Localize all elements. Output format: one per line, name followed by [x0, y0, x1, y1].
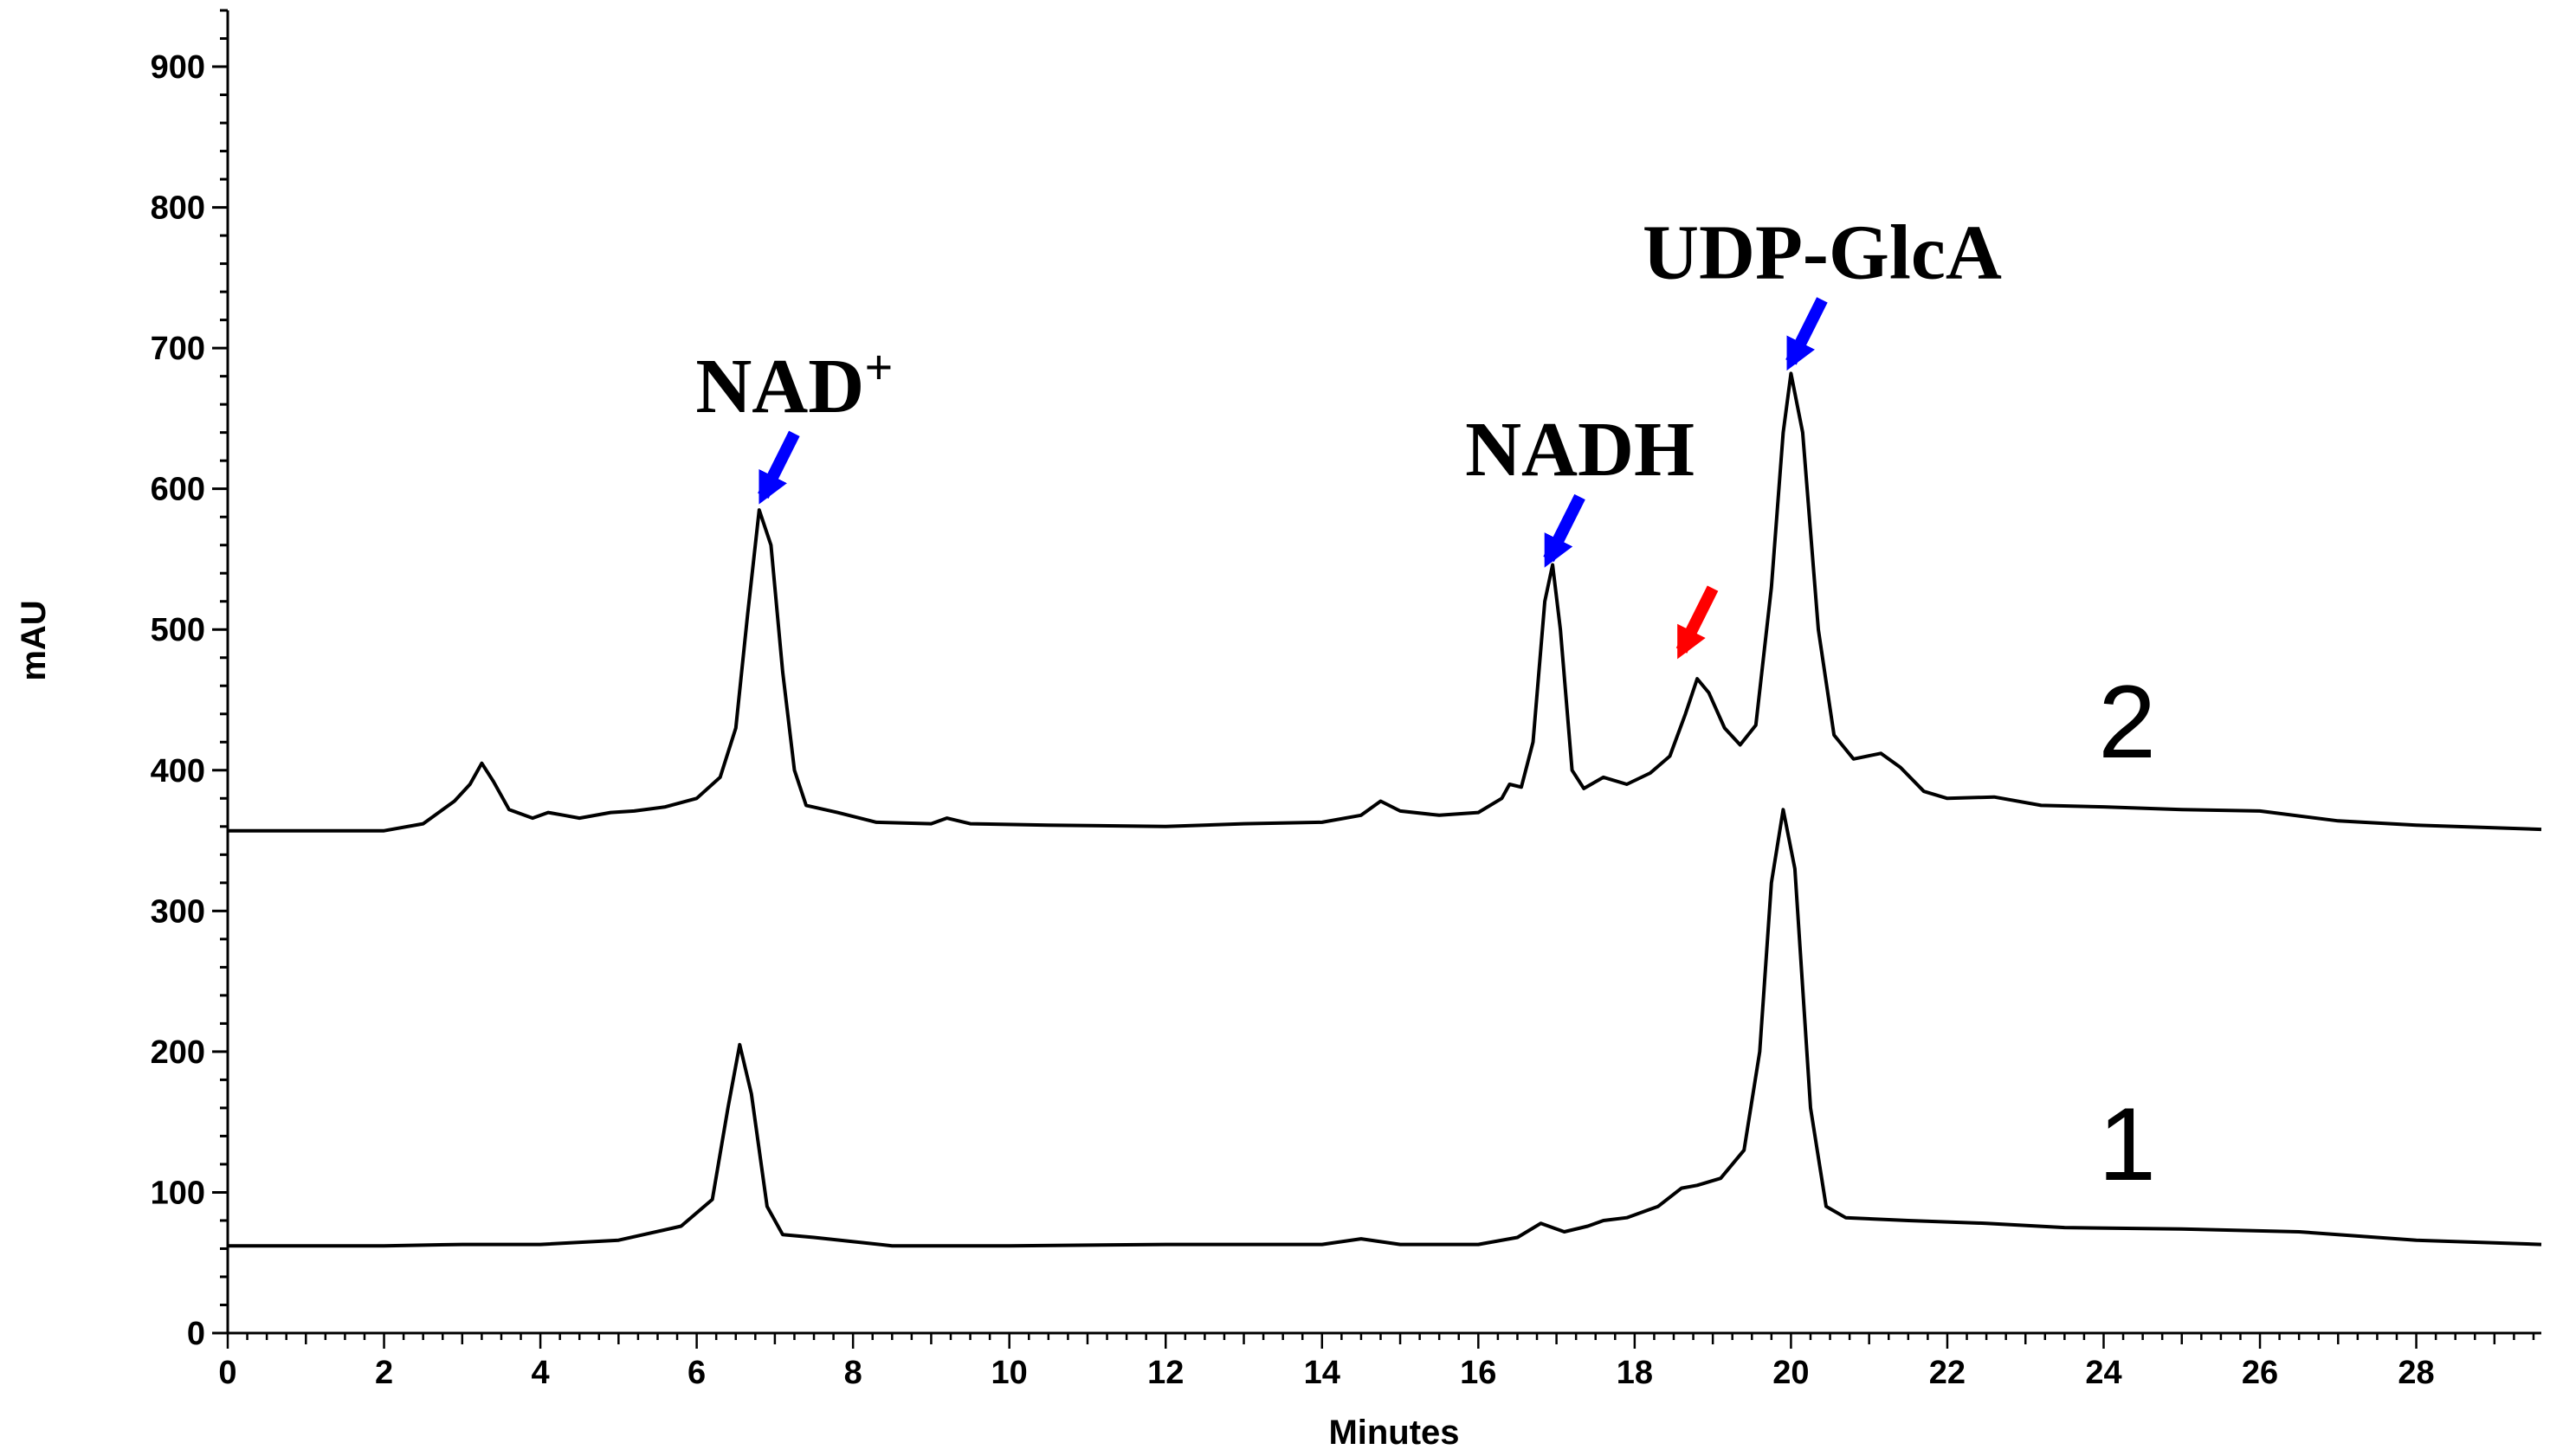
x-tick-label: 12	[1147, 1355, 1184, 1391]
peak-label: NAD+	[695, 339, 893, 429]
y-tick-label: 700	[151, 331, 205, 367]
x-tick-label: 14	[1304, 1355, 1340, 1391]
y-tick-label: 200	[151, 1034, 205, 1071]
blue-arrow-icon	[1785, 297, 1828, 371]
x-tick-label: 26	[2242, 1355, 2278, 1391]
x-tick-label: 22	[1929, 1355, 1966, 1391]
y-tick-label: 300	[151, 893, 205, 930]
x-tick-label: 28	[2398, 1355, 2434, 1391]
y-tick-label: 0	[187, 1316, 205, 1352]
x-tick-label: 24	[2085, 1355, 2121, 1391]
series-2-label: 2	[2098, 664, 2156, 780]
y-axis-ticks: 0 100 200 300 400 500 600 700 800 900	[151, 9, 228, 1352]
y-axis-title: mAU	[15, 600, 53, 680]
series-2-trace	[228, 371, 2542, 833]
x-tick-label: 4	[532, 1355, 550, 1391]
x-tick-label: 6	[688, 1355, 706, 1391]
y-tick-label: 800	[151, 190, 205, 227]
y-tick-label: 100	[151, 1175, 205, 1211]
series-1-label: 1	[2098, 1086, 2156, 1202]
peak-label: NADH	[1465, 407, 1695, 493]
x-tick-label: 16	[1460, 1355, 1496, 1391]
x-tick-label: 20	[1772, 1355, 1809, 1391]
peak-label: UDP-GlcA	[1643, 209, 2002, 295]
x-axis-title: Minutes	[1328, 1414, 1459, 1452]
series-group: 21	[228, 371, 2542, 1248]
x-tick-label: 8	[844, 1355, 862, 1391]
x-axis-ticks: 0 2 4 6 8 10 12 14 16 18 20 22 24 26 28	[218, 1333, 2535, 1391]
x-tick-label: 18	[1617, 1355, 1653, 1391]
y-tick-label: 900	[151, 49, 205, 86]
y-tick-label: 500	[151, 612, 205, 648]
x-tick-label: 0	[218, 1355, 236, 1391]
series-1-trace	[228, 808, 2542, 1248]
x-tick-label: 2	[375, 1355, 393, 1391]
annotation-group: NAD+ NADH UDP-GlcA	[695, 209, 2002, 660]
y-tick-label: 600	[151, 472, 205, 508]
red-arrow-icon	[1675, 585, 1719, 660]
y-tick-label: 400	[151, 753, 205, 789]
blue-arrow-icon	[758, 430, 800, 505]
blue-arrow-icon	[1543, 493, 1585, 568]
x-tick-label: 10	[991, 1355, 1028, 1391]
